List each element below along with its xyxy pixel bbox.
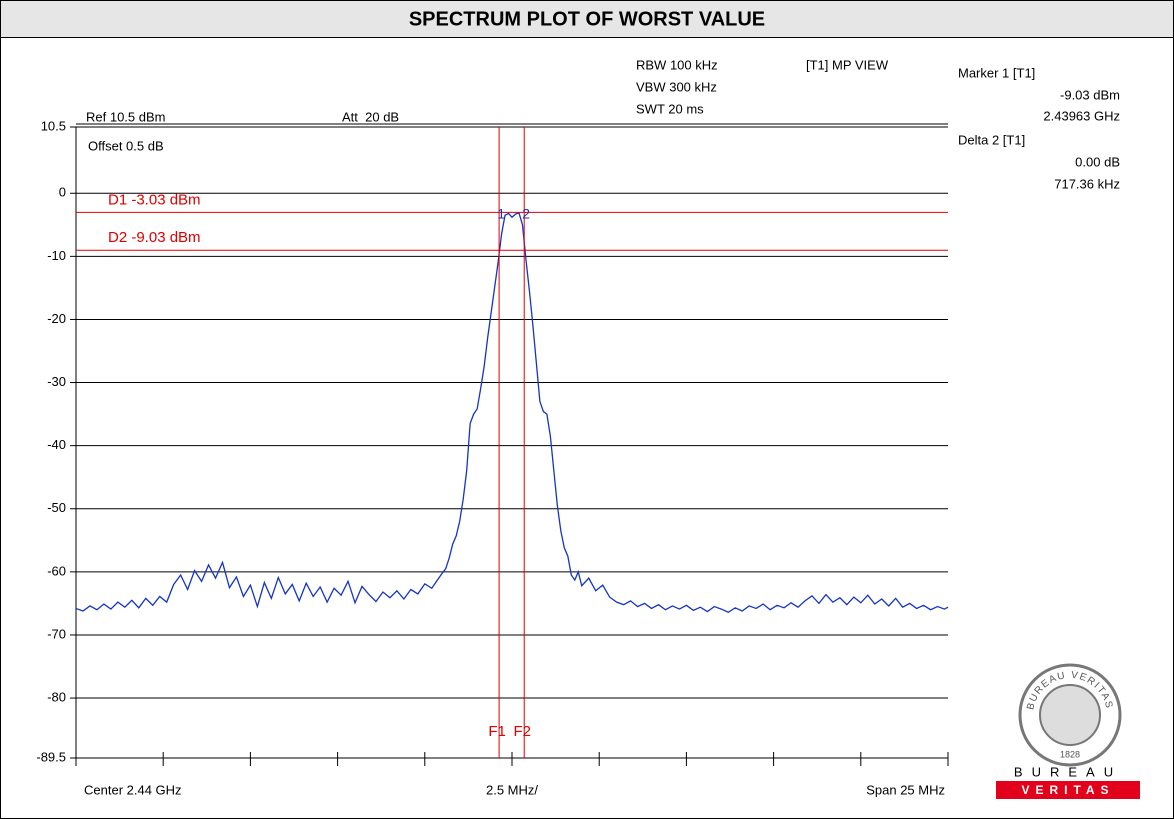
delta-level: 0.00 dB: [1075, 154, 1120, 169]
delta-freq: 717.36 kHz: [1054, 176, 1120, 191]
y-tick-label: 0: [59, 185, 66, 200]
y-tick-label: -30: [47, 374, 66, 389]
y-tick-label: -80: [47, 689, 66, 704]
trace: [75, 211, 949, 613]
marker-freq: 2.43963 GHz: [1043, 108, 1120, 123]
logo-top: BUREAU: [1014, 764, 1122, 779]
ref-level: Ref 10.5 dBm: [86, 109, 166, 124]
marker-level: -9.03 dBm: [1060, 87, 1120, 102]
trace-view: [T1] MP VIEW: [806, 57, 889, 72]
y-tick-label: -60: [47, 563, 66, 578]
y-tick-label: -50: [47, 500, 66, 515]
y-tick-label: 10.5: [41, 118, 66, 133]
logo-bottom: VERITAS: [1021, 783, 1114, 797]
marker-label: 2: [522, 206, 530, 222]
frequency-line-label: F1: [488, 723, 506, 740]
vbw: VBW 300 kHz: [636, 79, 717, 94]
rbw: RBW 100 kHz: [636, 57, 718, 72]
logo: BUREAU VERITAS 1828 BUREAU VERITAS: [996, 663, 1140, 799]
delta-title: Delta 2 [T1]: [958, 132, 1025, 147]
center-label: Center 2.44 GHz: [84, 782, 182, 797]
frequency-line-label: F2: [513, 723, 531, 740]
span-label: Span 25 MHz: [866, 782, 945, 797]
swt: SWT 20 ms: [636, 101, 704, 116]
seal-center: [1039, 684, 1101, 746]
marker-title: Marker 1 [T1]: [958, 65, 1035, 80]
title: SPECTRUM PLOT OF WORST VALUE: [409, 8, 765, 30]
y-tick-label: -70: [47, 626, 66, 641]
logo-band: [996, 781, 1140, 799]
y-tick-label: -40: [47, 437, 66, 452]
offset: Offset 0.5 dB: [88, 138, 164, 153]
attenuation: Att 20 dB: [342, 109, 399, 124]
display-line-label: D2 -9.03 dBm: [108, 229, 201, 246]
div-label: 2.5 MHz/: [486, 782, 538, 797]
title-bar: [0, 0, 1174, 38]
y-tick-label: -10: [47, 248, 66, 263]
y-tick-label: -89.5: [36, 749, 66, 764]
seal-year: 1828: [1060, 749, 1080, 759]
y-tick-label: -20: [47, 311, 66, 326]
marker-label: 1: [497, 206, 505, 222]
display-line-label: D1 -3.03 dBm: [108, 191, 201, 208]
